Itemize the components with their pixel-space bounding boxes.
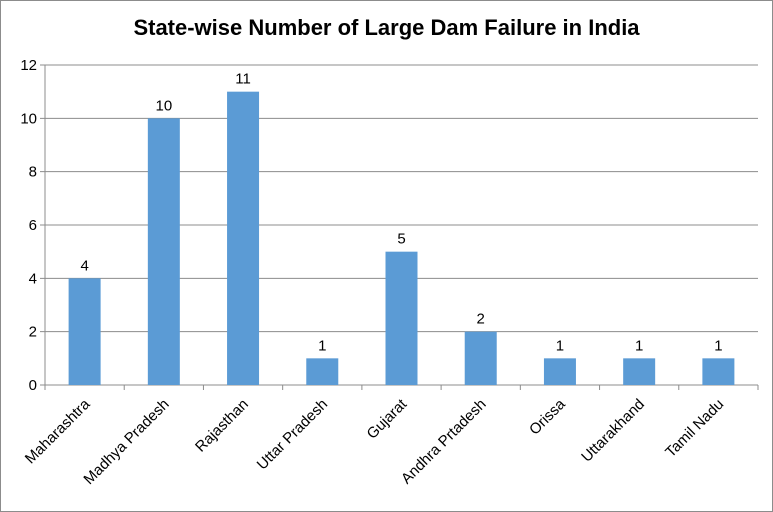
data-label: 4 [80, 257, 88, 274]
y-tick-label: 8 [29, 164, 37, 181]
x-tick-label: Madhya Pradesh [80, 396, 172, 488]
x-tick-label: Maharashtra [22, 395, 94, 467]
y-tick-label: 0 [29, 377, 37, 394]
bar [464, 331, 497, 385]
bar [702, 358, 735, 385]
y-axis-ticks: 0 2 4 6 8 10 12 [20, 57, 37, 394]
x-tick-label: Rajasthan [192, 396, 252, 456]
bar [306, 358, 339, 385]
y-tick-label: 12 [20, 57, 37, 74]
bar [68, 278, 101, 385]
data-label: 1 [635, 337, 643, 354]
data-label: 11 [235, 71, 251, 88]
data-label: 1 [556, 337, 564, 354]
data-label: 5 [397, 231, 405, 248]
x-tick-label: Gujarat [364, 395, 411, 442]
bar [385, 251, 418, 385]
x-tick-label: Andhra Prtadesh [398, 396, 490, 488]
bars [68, 91, 735, 386]
chart-title: State-wise Number of Large Dam Failure i… [133, 15, 640, 40]
data-label: 1 [318, 337, 326, 354]
bar [227, 91, 260, 386]
y-tick-label: 2 [29, 324, 37, 341]
data-label: 2 [477, 311, 485, 328]
data-label: 10 [155, 97, 172, 114]
bar [147, 118, 180, 385]
y-tick-label: 6 [29, 217, 37, 234]
bar [623, 358, 656, 385]
y-tick-label: 4 [29, 270, 37, 287]
x-tick-label: Uttarakhand [578, 396, 648, 466]
y-tick-label: 10 [20, 110, 37, 127]
bar [543, 358, 576, 385]
data-label: 1 [714, 337, 722, 354]
x-tick-label: Tamil Nadu [662, 396, 727, 461]
x-tick-label: Orissa [526, 395, 569, 438]
x-tick-label: Uttar Pradesh [254, 396, 331, 473]
